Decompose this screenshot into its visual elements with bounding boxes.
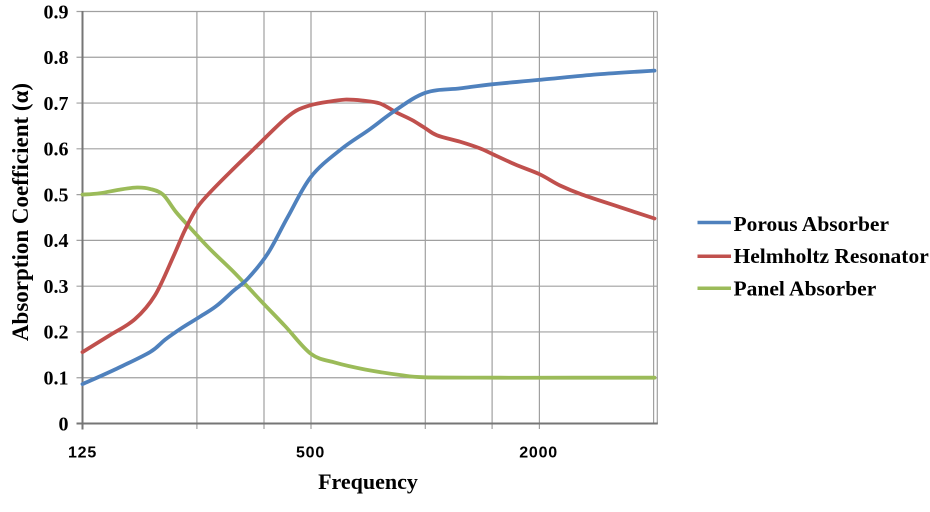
svg-text:0.1: 0.1	[44, 368, 69, 390]
svg-text:0.2: 0.2	[44, 322, 69, 344]
svg-text:0.6: 0.6	[44, 139, 69, 161]
svg-text:0.9: 0.9	[44, 1, 69, 23]
svg-text:Absorption Coefficient (α): Absorption Coefficient (α)	[8, 83, 33, 341]
svg-text:500: 500	[296, 445, 325, 462]
svg-text:0.7: 0.7	[44, 93, 69, 115]
svg-text:Porous Absorber: Porous Absorber	[734, 212, 890, 236]
svg-text:0.5: 0.5	[44, 184, 69, 206]
svg-text:0: 0	[59, 413, 69, 435]
svg-text:0.8: 0.8	[44, 47, 69, 69]
svg-text:Helmholtz Resonator: Helmholtz Resonator	[734, 244, 930, 268]
svg-text:0.4: 0.4	[44, 230, 69, 252]
svg-text:Frequency: Frequency	[318, 469, 418, 494]
svg-text:2000: 2000	[519, 445, 558, 462]
svg-text:125: 125	[68, 445, 97, 462]
svg-text:Panel Absorber: Panel Absorber	[734, 277, 877, 301]
svg-text:0.3: 0.3	[44, 276, 69, 298]
